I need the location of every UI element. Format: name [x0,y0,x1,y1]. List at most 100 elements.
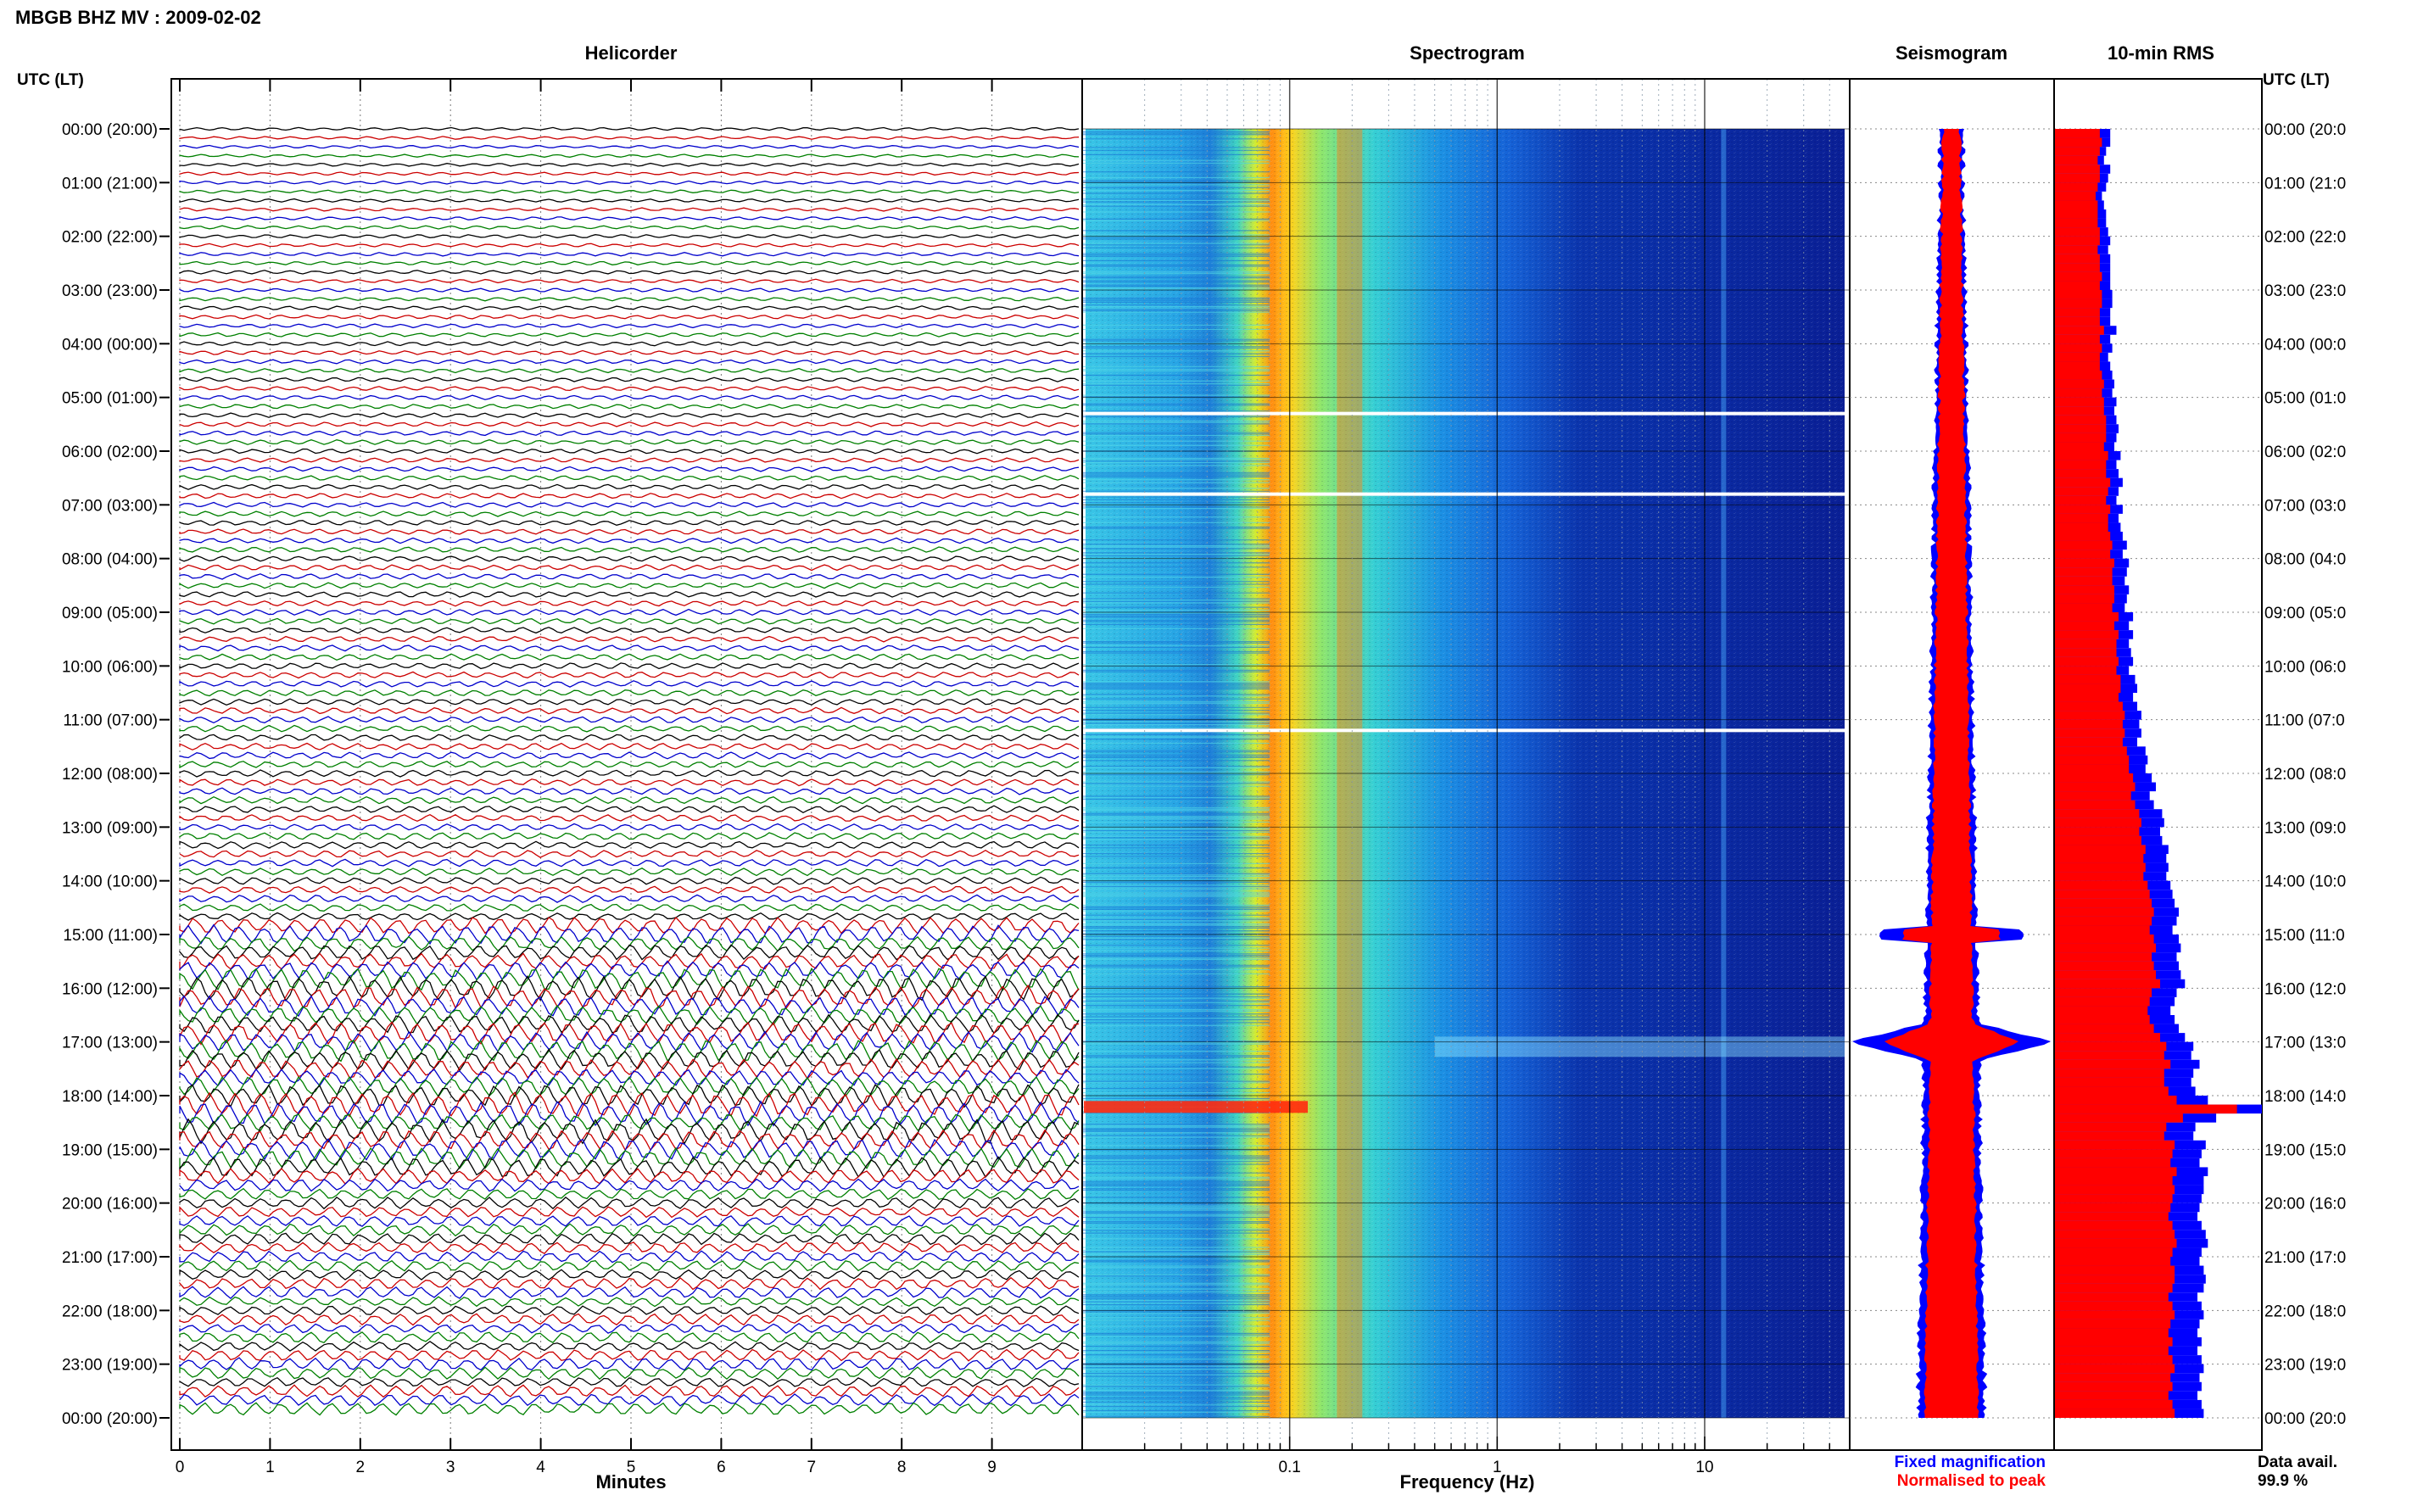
time-label-right: 20:00 (16:0 [2264,1196,2346,1214]
rms-title: 10-min RMS [2108,42,2214,64]
helicorder-trace [179,511,1080,517]
plot-title: MBGB BHZ MV : 2009-02-02 [15,7,261,28]
helicorder-trace [179,1348,1080,1362]
legend-fixed-magnification: Fixed magnification [1895,1453,2046,1471]
time-label-left: 15:00 (11:00) [63,927,158,945]
helicorder-trace [179,207,1080,212]
time-label-left: 05:00 (01:00) [62,390,158,408]
rms-bar [2054,460,2107,470]
helicorder-trace [179,952,1080,971]
rms-bar [2054,872,2144,881]
rms-bar [2054,585,2114,594]
rms-bar [2054,1238,2177,1248]
helicorder-trace [179,1206,1080,1219]
rms-bar [2054,371,2102,380]
rms-bar [2054,773,2134,783]
rms-bar [2054,683,2121,693]
rms-grid [2054,128,2262,1419]
time-label-left: 10:00 (06:00) [62,658,158,676]
rms-bar [2054,137,2102,148]
rms-bar [2054,165,2100,174]
time-label-right: 08:00 (04:0 [2264,551,2346,569]
helicorder-trace [179,225,1080,230]
helicorder-trace [179,858,1080,868]
helicorder-trace [179,448,1080,455]
helicorder-trace [179,1286,1080,1299]
rms-bar [2054,1355,2173,1364]
helicorder-trace [179,823,1080,832]
rms-bar [2054,182,2098,192]
helicorder-trace [179,876,1080,885]
rms-bar [2054,1346,2169,1356]
helicorder-trace [179,385,1080,392]
spectrogram-data-gap [1082,411,1850,416]
time-label-right: 04:00 (00:0 [2264,336,2346,354]
helicorder-trace [179,215,1080,221]
rms-bar [2054,1149,2173,1158]
rms-bar [2054,737,2123,747]
time-label-right: 07:00 (03:0 [2264,497,2346,515]
helicorder-trace [179,162,1080,167]
rms-bar [2054,290,2102,299]
rms-bar [2054,271,2102,282]
helicorder-trace [179,1313,1080,1326]
helicorder-trace [179,126,1080,131]
helicorder-trace [179,1341,1080,1352]
rms-bar [2054,1328,2169,1337]
time-label-left: 20:00 (16:00) [62,1196,158,1214]
time-label-left: 19:00 (15:00) [62,1141,158,1159]
rms-bar [2054,656,2119,667]
helicorder-trace [179,698,1080,706]
spectrogram-tick-label: 1 [1493,1459,1502,1476]
rms-bar [2054,513,2108,523]
time-label-right: 11:00 (07:0 [2264,712,2345,730]
spectrogram-lowfreq-event [1084,1101,1309,1113]
helicorder-trace [179,751,1080,760]
helicorder-trace [179,341,1080,347]
helicorder-trace [179,608,1080,617]
rms-bar [2054,424,2107,433]
helicorder-trace [179,813,1080,823]
rms-bar [2054,298,2102,309]
rms-bar [2054,630,2119,639]
rms-bar [2054,361,2100,371]
time-label-right: 01:00 (21:0 [2264,175,2346,192]
rms-bar [2054,1176,2173,1186]
helicorder-trace [179,706,1080,715]
helicorder-trace [179,1223,1080,1237]
time-label-left: 09:00 (05:00) [62,605,158,622]
left-time-labels: 00:00 (20:00) 01:00 (21:00) 02:00 (22:00) 0… [62,121,170,1428]
rms-bar [2054,1104,2237,1114]
spectrogram-tick-label: 10 [1695,1459,1713,1476]
helicorder-trace [179,377,1080,382]
rms-bar [2054,1033,2160,1042]
helicorder-tick-label: 3 [446,1459,455,1476]
rms-bar [2054,1086,2169,1096]
time-label-right: 00:00 (20:0 [2264,121,2346,139]
rms-bar [2054,1292,2169,1302]
rms-bar [2054,1006,2148,1015]
rms-bar [2054,308,2100,317]
helicorder-trace [179,1276,1080,1291]
rms-bar [2054,1337,2173,1347]
rms-bar [2054,200,2098,209]
helicorder-trace [179,394,1080,401]
spectrogram-x-label: Frequency (Hz) [1400,1471,1535,1492]
helicorder-trace [179,680,1080,688]
helicorder-trace [179,1384,1080,1398]
rms-bar [2054,1194,2173,1203]
seismogram-title: Seismogram [1896,42,2007,64]
rms-bar [2054,961,2154,971]
time-label-left: 21:00 (17:00) [62,1249,158,1267]
helicorder-tick-label: 6 [717,1459,726,1476]
helicorder-trace [179,501,1080,508]
helicorder-trace [179,1357,1080,1371]
helicorder-trace [179,923,1080,946]
helicorder-trace [179,916,1080,935]
rms-bar [2054,451,2108,460]
time-label-right: 22:00 (18:0 [2264,1303,2346,1320]
helicorder-trace [179,1084,1080,1108]
time-label-left: 23:00 (19:00) [62,1357,158,1375]
helicorder-trace [179,421,1080,427]
rms-bar [2054,129,2100,138]
